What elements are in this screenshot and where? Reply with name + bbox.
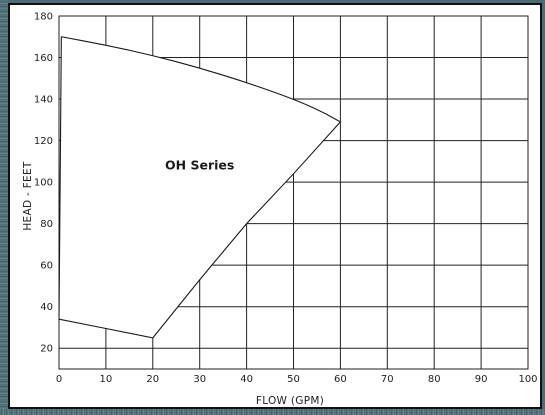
y-tick-label: 140	[34, 95, 53, 106]
x-tick-label: 30	[193, 374, 206, 385]
y-tick-label: 180	[34, 12, 53, 23]
x-tick-label: 60	[334, 374, 347, 385]
x-tick-label: 100	[518, 374, 537, 385]
x-tick-label: 80	[428, 374, 441, 385]
bottom-border-texture	[0, 409, 545, 415]
y-axis-label: HEAD - FEET	[22, 161, 34, 231]
y-tick-label: 20	[40, 344, 53, 355]
plot-frame	[58, 15, 529, 370]
x-tick-label: 40	[240, 374, 253, 385]
left-border-texture	[0, 0, 8, 415]
x-tick-label: 20	[146, 374, 159, 385]
region-label: OH Series	[165, 158, 234, 173]
y-tick-label: 80	[40, 219, 53, 230]
x-tick-label: 70	[381, 374, 394, 385]
oh-series-region	[58, 36, 342, 339]
x-tick-label: 50	[287, 374, 300, 385]
y-tick-label: 100	[34, 178, 53, 189]
tick-labels: 0 10 20 30 40 50 60 70 80 90 100 20 40 60 80 100 120 140 1…	[34, 12, 538, 386]
y-tick-label: 40	[40, 302, 53, 313]
y-tick-label: 120	[34, 136, 53, 147]
y-tick-label: 60	[40, 261, 53, 272]
x-axis-label: FLOW (GPM)	[256, 395, 324, 407]
x-tick-label: 90	[475, 374, 488, 385]
x-tick-label: 0	[56, 374, 62, 385]
x-tick-label: 10	[100, 374, 113, 385]
y-tick-label: 160	[34, 53, 53, 64]
